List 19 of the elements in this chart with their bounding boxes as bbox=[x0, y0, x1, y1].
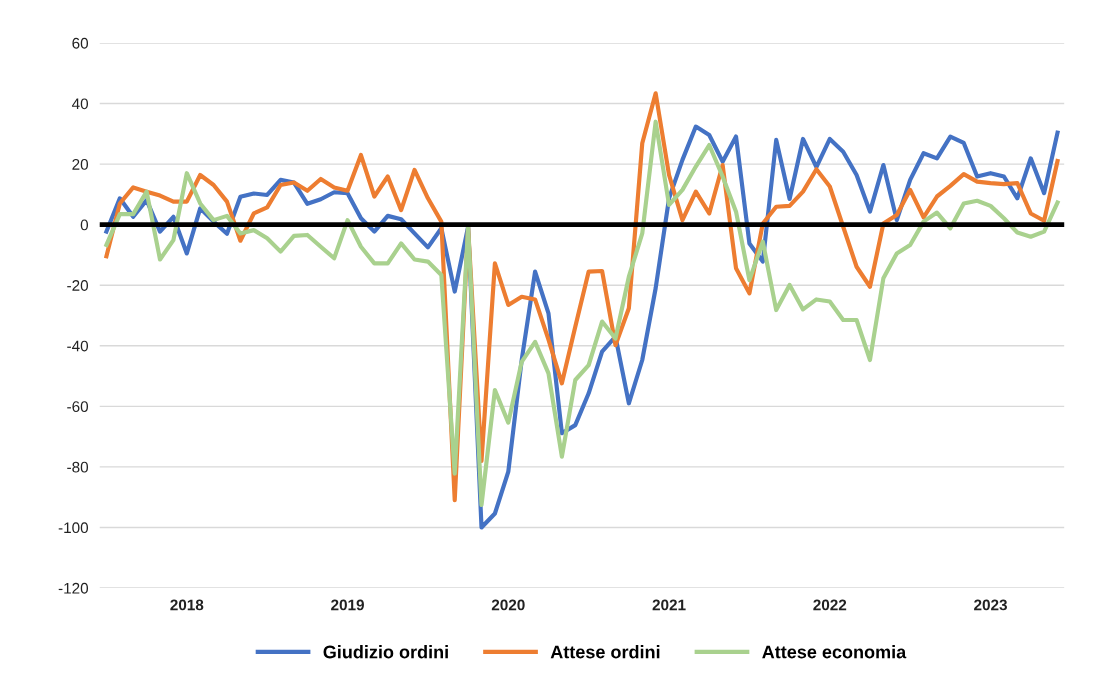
y-tick-label: -20 bbox=[67, 280, 89, 291]
x-tick-label: 2023 bbox=[974, 599, 1007, 611]
y-tick-label: 20 bbox=[72, 158, 89, 170]
y-tick-label: -80 bbox=[67, 461, 89, 473]
legend-label: Attese ordini bbox=[550, 645, 660, 659]
y-tick-label: -100 bbox=[58, 522, 89, 534]
legend-label: Giudizio ordini bbox=[323, 645, 448, 659]
x-tick-label: 2020 bbox=[491, 599, 525, 611]
x-tick-label: 2022 bbox=[813, 599, 847, 611]
y-tick-label: -120 bbox=[58, 582, 89, 594]
y-tick-label: -60 bbox=[67, 401, 89, 413]
y-tick-label: 0 bbox=[80, 219, 89, 231]
x-tick-label: 2018 bbox=[170, 599, 204, 611]
y-tick-label: -40 bbox=[67, 340, 89, 352]
y-tick-label: 40 bbox=[71, 98, 89, 110]
x-tick-label: 2019 bbox=[331, 599, 364, 611]
x-tick-label: 2021 bbox=[652, 599, 686, 611]
legend-label: Attese economia bbox=[762, 645, 907, 659]
y-tick-label: 60 bbox=[72, 37, 89, 49]
